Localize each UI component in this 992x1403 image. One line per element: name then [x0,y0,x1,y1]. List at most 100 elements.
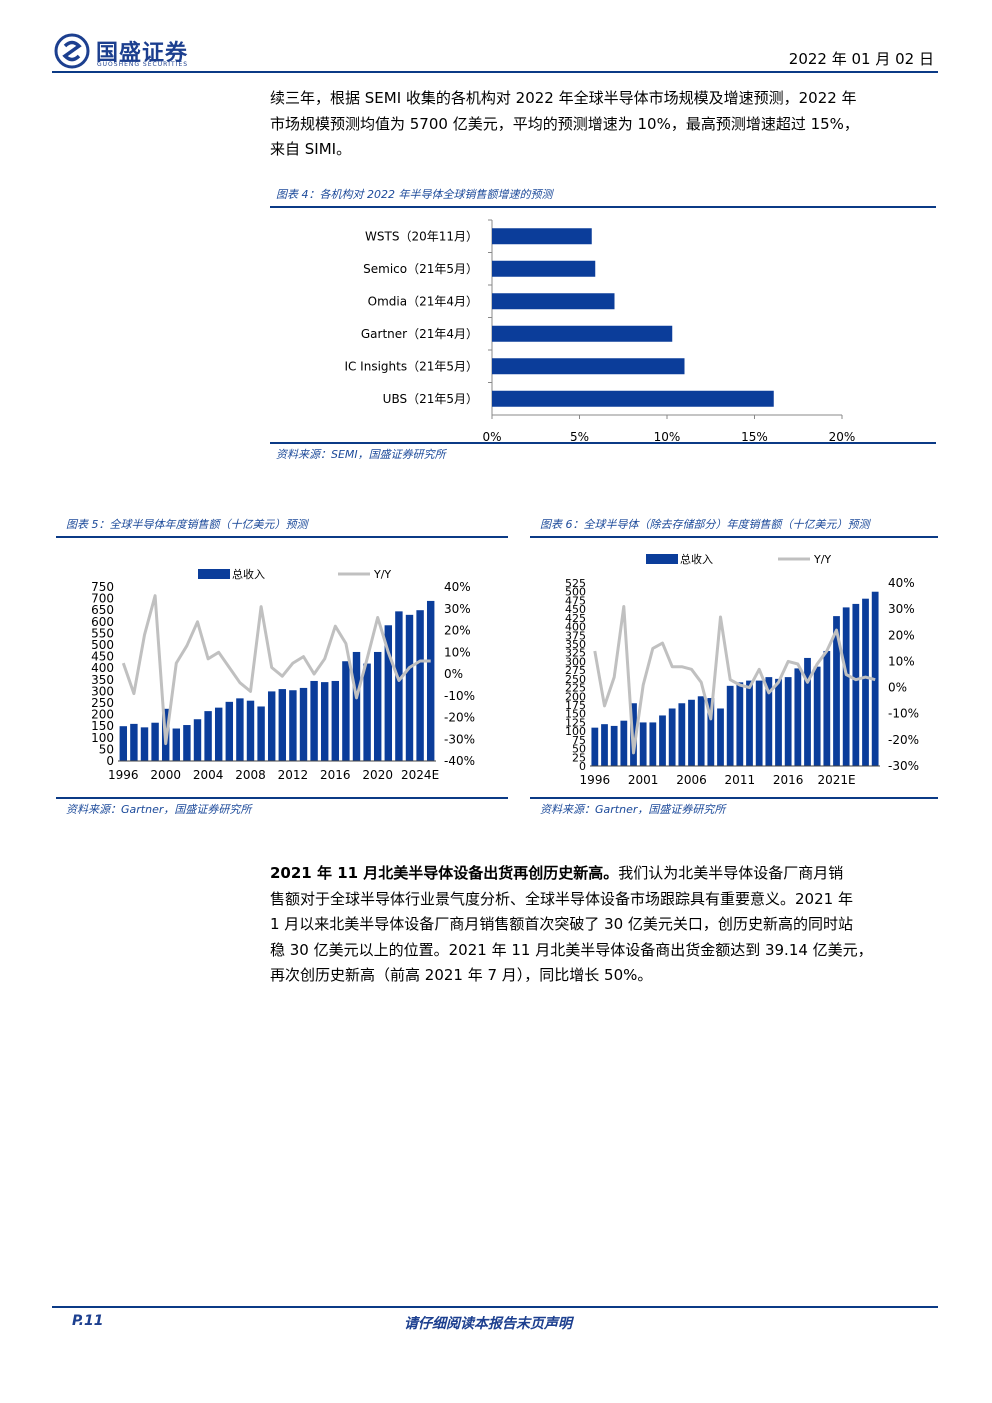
x-tick-label: 15% [741,430,768,442]
category-label: Semico（21年5月） [363,262,478,276]
x-tick-label: 2000 [150,768,181,782]
y-left-tick-label: 325 [565,647,586,660]
y-left-tick-label: 200 [565,690,586,703]
bar [373,651,382,761]
y-left-tick-label: 375 [565,629,586,642]
body-line: 售额对于全球半导体行业景气度分析、全球半导体设备市场跟踪具有重要意义。2021 … [270,889,853,908]
page-number: P.11 [72,1313,104,1329]
figure6-source: 资料来源：Gartner，国盛证券研究所 [540,803,726,816]
y-left-tick-label: 475 [565,594,586,607]
company-logo: 国盛证券 GUOSHENG SECURITIES [54,33,214,69]
y-right-tick-label: 30% [444,602,471,616]
bar [842,607,850,766]
y-right-tick-label: 10% [444,645,471,659]
bar [852,603,860,766]
bar [601,724,608,766]
bar [299,687,308,761]
bar [649,722,657,766]
bar [765,677,773,766]
bar [726,685,734,766]
bar [794,668,802,766]
figure5-top-rule [56,536,508,538]
category-label: UBS（21年5月） [383,392,478,406]
disclaimer-notice: 请仔细阅读本报告末页声明 [404,1316,572,1332]
x-tick-label: 2011 [725,773,756,787]
x-tick-label: 2008 [235,768,266,782]
bar [151,722,159,761]
category-label: IC Insights（21年5月） [344,359,478,373]
bar [659,715,666,766]
bar [492,390,774,407]
bar [236,698,244,761]
figure4-source: 资料来源：SEMI，国盛证券研究所 [276,448,446,461]
y-right-tick-label: 20% [444,624,471,638]
y-left-tick-label: 425 [565,612,586,625]
y-right-tick-label: -10% [444,689,475,703]
bar [246,700,255,761]
x-tick-label: 20% [829,430,856,442]
legend-line-label: Y/Y [373,568,391,581]
bar [363,663,371,761]
bar [755,680,763,766]
y-left-tick-label: 50 [572,743,586,756]
bar [225,701,234,761]
bar [193,719,202,761]
y-left-tick-label: 300 [91,684,114,698]
category-label: WSTS（20年11月） [365,229,478,243]
legend-line-label: Y/Y [813,553,831,566]
y-left-tick-label: 400 [565,621,586,634]
intro-line: 市场规模预测均值为 5700 亿美元，平均的预测增速为 10%，最高预测增速超过… [270,114,859,133]
x-tick-label: 1996 [108,768,139,782]
bar [591,727,599,766]
y-left-tick-label: 25 [572,751,586,764]
body-line-1: 2021 年 11 月北美半导体设备出货再创历史新高。我们认为北美半导体设备厂商… [270,861,938,887]
figure4-bottom-rule [270,442,936,444]
figure6-chart: 总收入 Y/Y 0255075100125150175200225250275300… [565,552,919,787]
bar [352,651,361,761]
logo-emblem-icon [54,33,90,69]
bar [804,657,811,766]
logo-name: 国盛证券 [96,41,189,66]
bar [320,682,329,761]
y-left-tick-label: 500 [565,586,586,599]
y-left-tick-label: 250 [91,696,114,710]
x-tick-label: 2001 [628,773,659,787]
bar [140,727,149,761]
figure5-bottom-rule [56,797,508,799]
y-right-tick-label: -20% [444,711,475,725]
bar [267,691,276,761]
figure6-title: 图表 6：全球半导体（除去存储部分）年度销售额（十亿美元）预测 [540,518,870,531]
y-left-tick-label: 750 [91,580,114,594]
bar [310,680,318,761]
x-tick-label: 2024E [401,768,439,782]
y-left-tick-label: 500 [91,638,114,652]
bar [119,726,128,761]
legend-bar-swatch [646,554,678,564]
bar [610,725,618,766]
bar [426,600,435,761]
y-left-tick-label: 275 [565,664,586,677]
bar [492,228,592,245]
x-tick-label: 10% [654,430,681,442]
bar [668,708,676,766]
y-right-tick-label: 0% [444,667,463,681]
x-tick-label: 1996 [580,773,611,787]
footer-divider [52,1306,938,1308]
y-left-tick-label: 400 [91,661,114,675]
x-tick-label: 2006 [676,773,707,787]
x-tick-label: 2021E [817,773,855,787]
y-right-tick-label: -30% [888,759,919,773]
legend-bar-label: 总收入 [680,552,713,566]
figure6-top-rule [530,536,938,538]
figure4-title: 图表 4：各机构对 2022 年半导体全球销售额增速的预测 [276,188,553,201]
bar [416,610,424,761]
y-left-tick-label: 0 [106,754,114,768]
bar [775,678,782,766]
y-left-tick-label: 300 [565,655,586,668]
bar [823,650,831,766]
bar [183,725,191,761]
y-right-tick-label: 0% [888,681,907,695]
bar [492,358,685,375]
bar [639,722,647,766]
y-left-tick-label: 650 [91,603,114,617]
